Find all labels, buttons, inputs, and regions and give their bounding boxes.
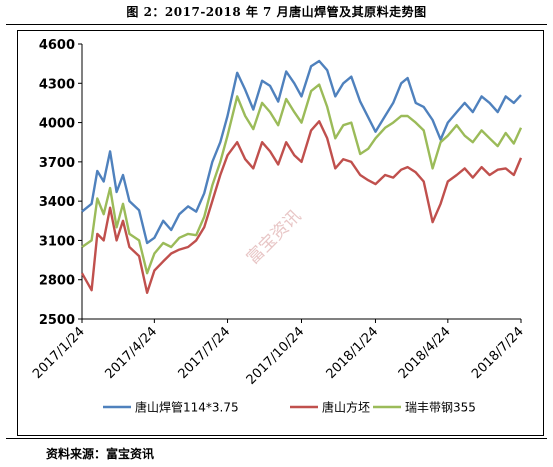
y-tick-label: 3400 <box>39 195 75 210</box>
x-tick-label: 2017/7/24 <box>176 324 234 382</box>
legend-label-2: 唐山方坯 <box>322 400 370 415</box>
x-tick-label: 2018/7/24 <box>469 324 527 382</box>
y-tick-label: 4000 <box>39 117 75 132</box>
legend-label-3: 瑞丰带钢355 <box>405 401 476 415</box>
x-axis: 2017/1/24 2017/4/24 2017/7/24 2017/10/24 201… <box>30 318 527 388</box>
y-axis: 2500 2800 3100 3400 3700 4000 4300 4600 <box>39 38 83 328</box>
y-tick-label: 4300 <box>39 77 75 92</box>
chart-frame <box>17 30 544 436</box>
source-note: 资料来源：富宝资讯 <box>46 447 155 461</box>
series-line-1 <box>81 59 522 245</box>
x-tick-label: 2018/4/24 <box>396 324 454 382</box>
x-tick-label: 2017/1/24 <box>30 324 88 382</box>
figure-title: 图 2：2017-2018 年 7 月唐山焊管及其原料走势图 <box>126 5 427 19</box>
source-rule <box>6 438 547 439</box>
y-tick-label: 3100 <box>39 234 75 249</box>
series-line-3 <box>81 83 523 275</box>
x-tick-label: 2017/10/24 <box>244 324 308 388</box>
y-tick-label: 2500 <box>39 313 75 328</box>
y-tick-label: 4600 <box>39 38 75 53</box>
watermark-text: 富宝资讯 <box>243 206 305 268</box>
x-tick-label: 2017/4/24 <box>102 324 160 382</box>
legend: 唐山焊管114*3.75 唐山方坯 瑞丰带钢355 <box>103 400 476 415</box>
y-tick-label: 3700 <box>39 156 75 171</box>
x-tick-label: 2018/1/24 <box>324 324 382 382</box>
y-tick-label: 2800 <box>39 274 75 289</box>
legend-label-1: 唐山焊管114*3.75 <box>135 400 239 415</box>
title-rule <box>6 24 547 25</box>
plot-area <box>80 59 523 294</box>
series-line-2 <box>80 120 523 294</box>
